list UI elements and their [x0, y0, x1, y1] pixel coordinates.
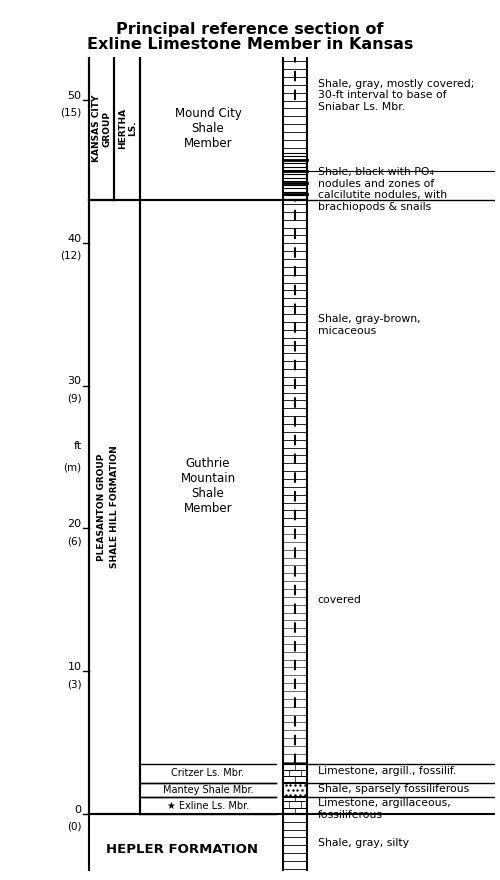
Text: Shale, gray, mostly covered;
30-ft interval to base of
Sniabar Ls. Mbr.: Shale, gray, mostly covered; 30-ft inter…: [318, 78, 474, 112]
Text: Mantey Shale Mbr.: Mantey Shale Mbr.: [162, 785, 254, 795]
Text: KANSAS CITY
GROUP: KANSAS CITY GROUP: [92, 95, 112, 162]
Text: 50: 50: [68, 91, 82, 100]
Text: Limestone, argill., fossilif.: Limestone, argill., fossilif.: [318, 766, 456, 775]
Text: 40: 40: [67, 233, 82, 244]
Text: Shale, black with PO₄
nodules and zones of
calcilutite nodules, with
brachiopods: Shale, black with PO₄ nodules and zones …: [318, 167, 447, 212]
Text: Critzer Ls. Mbr.: Critzer Ls. Mbr.: [172, 768, 244, 779]
Text: Principal reference section of: Principal reference section of: [116, 22, 384, 37]
Text: (3): (3): [66, 679, 82, 689]
Text: ★ Exline Ls. Mbr.: ★ Exline Ls. Mbr.: [167, 801, 249, 810]
Text: PLEASANTON GROUP: PLEASANTON GROUP: [97, 453, 106, 561]
Text: 30: 30: [68, 377, 82, 386]
Text: Limestone, argillaceous,
fossiliferous: Limestone, argillaceous, fossiliferous: [318, 798, 450, 820]
Text: (15): (15): [60, 108, 82, 118]
Text: covered: covered: [318, 595, 362, 605]
Text: Shale, gray, silty: Shale, gray, silty: [318, 838, 408, 847]
Text: (0): (0): [67, 822, 82, 832]
Text: (m): (m): [63, 462, 82, 472]
Text: Shale, sparsely fossiliferous: Shale, sparsely fossiliferous: [318, 784, 469, 794]
Text: (12): (12): [60, 251, 82, 260]
Text: SHALE HILL FORMATION: SHALE HILL FORMATION: [110, 445, 119, 568]
Text: ft: ft: [73, 441, 82, 451]
Text: HEPLER FORMATION: HEPLER FORMATION: [106, 843, 258, 856]
Text: Exline Limestone Member in Kansas: Exline Limestone Member in Kansas: [87, 37, 413, 52]
Text: 10: 10: [68, 662, 82, 672]
Text: HERTHA
LS.: HERTHA LS.: [118, 108, 137, 150]
Text: Shale, gray-brown,
micaceous: Shale, gray-brown, micaceous: [318, 314, 420, 336]
Text: (9): (9): [66, 393, 82, 404]
Text: 0: 0: [74, 805, 82, 815]
Text: Mound City
Shale
Member: Mound City Shale Member: [174, 107, 242, 150]
Text: 20: 20: [67, 519, 82, 529]
Text: Guthrie
Mountain
Shale
Member: Guthrie Mountain Shale Member: [180, 457, 236, 515]
Text: (6): (6): [66, 536, 82, 546]
